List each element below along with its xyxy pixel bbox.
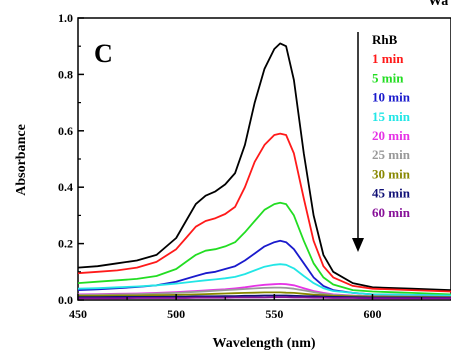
legend-entry-7: 30 min (372, 166, 411, 181)
series-line-0 (77, 42, 451, 291)
series-layer (77, 42, 451, 300)
legend-entry-9: 60 min (372, 205, 411, 220)
y-axis-label: Absorbance (14, 124, 29, 196)
x-tick-label: 450 (69, 307, 87, 321)
legend-entry-4: 15 min (372, 109, 411, 124)
x-tick-label: 550 (265, 307, 283, 321)
y-tick-label: 1.0 (58, 11, 73, 25)
legend: RhB 1 min 5 min 10 min 15 min 20 min 25 min 30 … (372, 32, 411, 220)
series-line-7 (78, 291, 451, 299)
legend-entry-0: RhB (372, 32, 398, 47)
x-tick-label: 600 (363, 307, 381, 321)
y-tick-label: 0.0 (58, 293, 73, 307)
y-tick-label: 0.8 (58, 67, 73, 81)
series-line-4 (77, 263, 451, 297)
series-line-6 (77, 286, 451, 298)
legend-entry-6: 25 min (372, 147, 411, 162)
legend-entry-2: 5 min (372, 70, 404, 85)
series-line-8 (78, 294, 451, 299)
legend-entry-8: 45 min (372, 186, 411, 201)
down-arrow-icon (352, 32, 364, 252)
legend-entry-5: 20 min (372, 128, 411, 143)
y-tick-label: 0.2 (58, 237, 73, 251)
tick-layer: 450 500 550 600 0.0 0.2 0.4 0.6 0.8 1.0 (58, 11, 423, 321)
legend-entry-1: 1 min (372, 51, 404, 66)
y-tick-label: 0.4 (58, 180, 73, 194)
series-line-9 (78, 296, 451, 300)
panel-label: C (94, 39, 113, 68)
x-axis-label: Wavelength (nm) (212, 336, 315, 351)
series-line-1 (77, 132, 451, 293)
top-clip-text: Wa (428, 0, 448, 9)
y-tick-label: 0.6 (58, 124, 73, 138)
x-tick-label: 500 (167, 307, 185, 321)
series-line-2 (77, 201, 451, 296)
legend-entry-3: 10 min (372, 90, 411, 105)
